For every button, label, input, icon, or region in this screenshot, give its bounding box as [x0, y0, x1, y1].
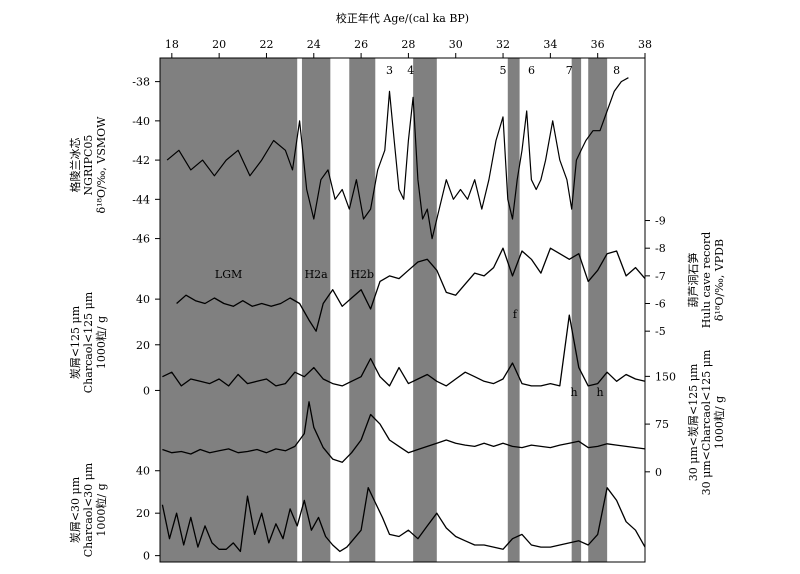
ngrip-tick-label: -38: [132, 76, 150, 89]
hulu-tick-label: -7: [655, 270, 666, 283]
plot-frame: [159, 57, 646, 563]
point-label: f: [513, 308, 518, 321]
shaded-interval-1: [301, 58, 331, 562]
hulu-ylabel-line: δ¹⁸O/‰, VPDB: [713, 239, 726, 321]
top-tick-label: 18: [165, 38, 179, 51]
shaded-interval-6: [588, 58, 608, 562]
shaded-interval-5: [571, 58, 582, 562]
chart-labels: LGM H2a H2b 校正年代 Age/(cal ka BP) 18 20 22 24 26 2…: [68, 11, 726, 563]
interval-label-2: H2b: [350, 268, 374, 281]
charcoal_lt30-ylabel-line: 炭屑<30 μm: [69, 476, 82, 543]
charcoal_30_125-tick-label: 0: [655, 466, 662, 479]
shaded-interval-2: [349, 58, 376, 562]
charcoal_lt125-series-line: [162, 314, 646, 387]
point-label: h: [597, 386, 604, 399]
top-tick-label: 32: [496, 38, 510, 51]
ngrip-tick-label: -44: [132, 193, 150, 206]
ngrip-ylabel-line: NGRIPC05: [82, 135, 95, 196]
charcoal_lt125-tick-label: 40: [136, 293, 150, 306]
top-tick-label: 30: [449, 38, 463, 51]
top-tick-label: 20: [212, 38, 226, 51]
ngrip-ylabel-line: δ¹⁸O/‰, VSMOW: [95, 116, 108, 214]
ngrip-tick-label: -42: [132, 154, 150, 167]
top-tick-label: 26: [354, 38, 368, 51]
shaded-intervals: [160, 58, 608, 562]
ngrip-tick-label: -46: [132, 233, 150, 246]
hulu-tick-label: -6: [655, 298, 666, 311]
hulu-tick-label: -9: [655, 215, 666, 228]
event-label: 8: [613, 64, 620, 77]
charcoal_lt30-ylabel-line: Charcaol<30 μm: [82, 462, 95, 557]
axis-ticks: [155, 53, 650, 557]
ngrip-series-line: [166, 77, 629, 240]
charcoal_lt125-tick-label: 20: [136, 339, 150, 352]
charcoal_lt30-ylabel-line: 1000粒/ g: [94, 483, 108, 536]
top-tick-label: 22: [259, 38, 273, 51]
charcoal_30_125-tick-label: 150: [655, 370, 676, 383]
charcoal_lt30-series-line: [161, 487, 646, 553]
charcoal_30_125-series-line: [162, 401, 646, 463]
top-tick-label: 36: [591, 38, 605, 51]
plot-border: [159, 57, 646, 563]
charcoal_lt125-ylabel-line: Charcaol<125 μm: [82, 291, 95, 393]
top-tick-label: 24: [307, 38, 321, 51]
hulu-tick-label: -5: [655, 325, 666, 338]
charcoal_30_125-tick-label: 75: [655, 418, 669, 431]
hulu-series-line: [176, 247, 646, 332]
series-lines: [161, 77, 646, 553]
event-label: 3: [386, 64, 393, 77]
event-label: 6: [528, 64, 535, 77]
top-tick-label: 28: [401, 38, 415, 51]
hulu-ylabel-line: 葫芦洞石笋: [686, 253, 700, 308]
charcoal_lt30-tick-label: 20: [136, 507, 150, 520]
charcoal_30_125-ylabel-line: 1000粒/ g: [712, 396, 726, 449]
event-label: 7: [566, 64, 573, 77]
charcoal_lt125-ylabel-line: 炭屑<125 μm: [69, 305, 82, 379]
charcoal_30_125-ylabel-line: 30 μm<炭屑<125 μm: [687, 363, 700, 481]
interval-label-1: H2a: [305, 268, 329, 281]
shaded-interval-3: [413, 58, 437, 562]
shaded-interval-4: [507, 58, 520, 562]
point-label: h: [570, 386, 577, 399]
charcoal_lt125-tick-label: 0: [143, 384, 150, 397]
ngrip-ylabel-line: 格陵兰冰芯: [68, 138, 82, 193]
shaded-interval-0: [160, 58, 298, 562]
ngrip-tick-label: -40: [132, 115, 150, 128]
interval-label-0: LGM: [215, 268, 242, 281]
top-tick-label: 38: [638, 38, 652, 51]
event-label: 4: [407, 64, 414, 77]
hulu-tick-label: -8: [655, 242, 666, 255]
charcoal_lt30-tick-label: 0: [143, 550, 150, 563]
charcoal_lt30-tick-label: 40: [136, 465, 150, 478]
hulu-ylabel-line: Hulu cave record: [700, 232, 713, 329]
event-label: 5: [500, 64, 507, 77]
charcoal_lt125-ylabel-line: 1000粒/ g: [94, 316, 108, 369]
charcoal_30_125-ylabel-line: 30 μm<Charcaol<125 μm: [700, 349, 713, 495]
top-tick-label: 34: [543, 38, 557, 51]
top-axis-title: 校正年代 Age/(cal ka BP): [336, 11, 469, 25]
